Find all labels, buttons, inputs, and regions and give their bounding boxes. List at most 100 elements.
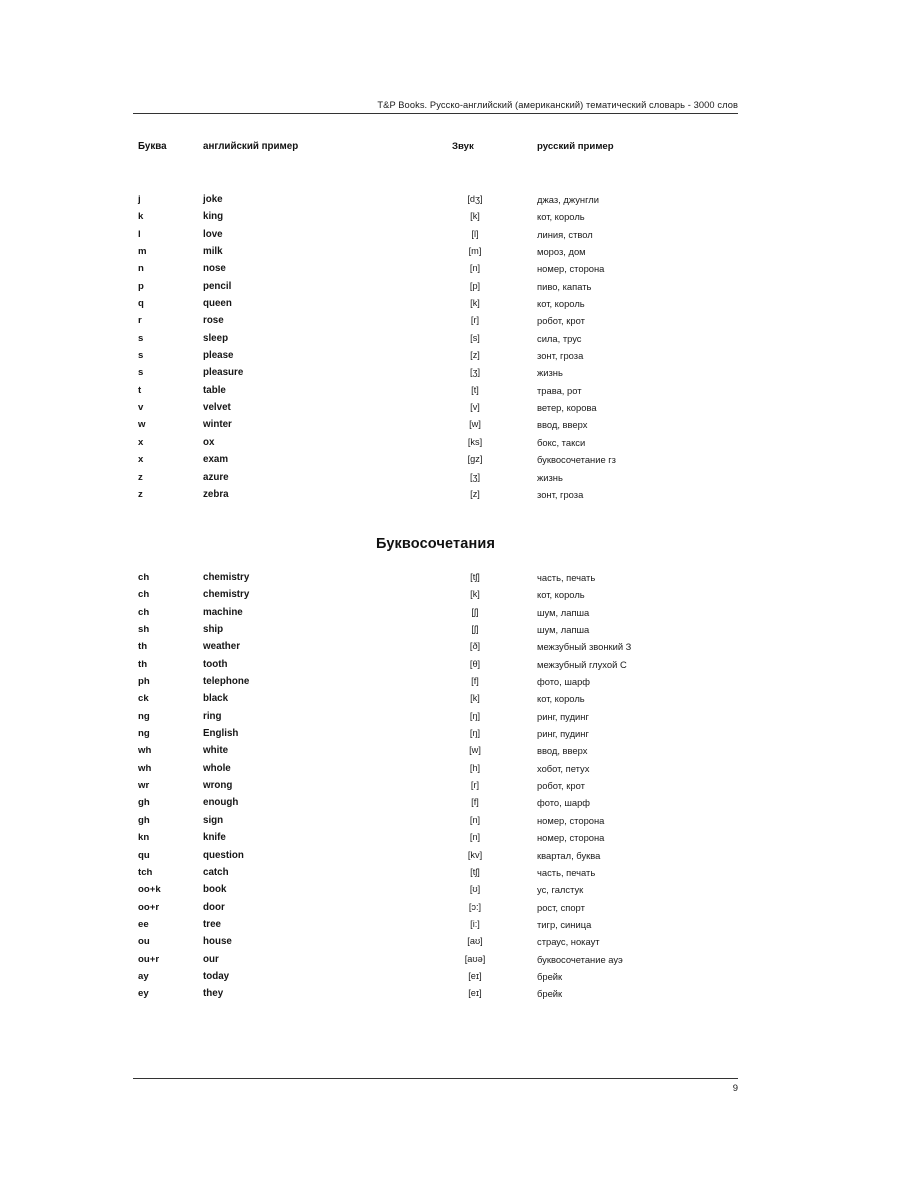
cell-letter: m [138, 246, 147, 258]
cell-sound: [f] [471, 676, 479, 687]
cell-sound: [θ] [469, 658, 481, 669]
cell-example: black [203, 693, 229, 705]
cell-example: sign [203, 814, 224, 826]
cell-russian: шум, лапша [537, 606, 590, 618]
table-row: ck black [k] кот, король [133, 693, 738, 710]
cell-russian: буквосочетание ауэ [537, 953, 623, 965]
cell-letter: ch [138, 572, 150, 583]
cell-letter: wh [138, 745, 152, 757]
cell-letter: ou [138, 936, 150, 948]
cell-russian: страус, нокаут [537, 936, 600, 948]
cell-example: chemistry [203, 572, 250, 583]
cell-russian: квартал, буква [537, 849, 601, 861]
cell-example: telephone [203, 676, 250, 688]
combinations-table: ch chemistry [tʃ] часть, печать ch chemistry [… [133, 572, 738, 1006]
cell-letter: th [138, 658, 148, 670]
cell-russian: кот, король [537, 693, 585, 705]
page-footer: 9 [133, 1078, 738, 1094]
column-header-example: английский пример [203, 141, 299, 152]
cell-letter: ph [138, 676, 150, 688]
cell-letter: x [138, 436, 144, 448]
table-row: x ox [ks] бокс, такси [133, 437, 738, 454]
cell-letter: s [138, 332, 144, 344]
cell-example: chemistry [203, 589, 250, 601]
cell-russian: межзубный глухой С [537, 658, 627, 670]
cell-russian: фото, шарф [537, 797, 590, 809]
table-row: s pleasure [ʒ] жизнь [133, 367, 738, 384]
cell-example: house [203, 936, 232, 948]
cell-russian: часть, печать [537, 572, 596, 583]
cell-sound: [aʊ] [467, 936, 483, 947]
cell-russian: буквосочетание гз [537, 454, 616, 466]
table-row: ay today [eɪ] брейк [133, 971, 738, 988]
cell-russian: кот, король [537, 298, 585, 310]
cell-example: pencil [203, 280, 232, 292]
table-row: kn knife [n] номер, сторона [133, 832, 738, 849]
table-row: th weather [ð] межзубный звонкий З [133, 641, 738, 658]
cell-sound: [ks] [467, 436, 483, 447]
table-row: r rose [r] робот, крот [133, 315, 738, 332]
cell-sound: [ð] [469, 641, 481, 652]
table-row: x exam [gz] буквосочетание гз [133, 454, 738, 471]
cell-sound: [f] [471, 797, 479, 808]
cell-sound: [t] [471, 384, 479, 395]
cell-letter: ay [138, 970, 149, 982]
table-row: ng English [ŋ] ринг, пудинг [133, 728, 738, 745]
cell-russian: ввод, вверх [537, 745, 588, 757]
cell-russian: тигр, синица [537, 918, 592, 930]
cell-sound: [s] [470, 332, 480, 343]
cell-letter: p [138, 280, 144, 292]
table-row: tch catch [tʃ] часть, печать [133, 867, 738, 884]
cell-letter: wh [138, 762, 152, 774]
cell-russian: робот, крот [537, 315, 585, 327]
table-row: sh ship [ʃ] шум, лапша [133, 624, 738, 641]
cell-example: winter [203, 419, 232, 431]
table-row: ch chemistry [k] кот, король [133, 589, 738, 606]
table-row: ou house [aʊ] страус, нокаут [133, 936, 738, 953]
cell-letter: gh [138, 814, 150, 826]
cell-sound: [tʃ] [470, 572, 480, 582]
cell-sound: [kv] [467, 849, 483, 860]
table-row: ch chemistry [tʃ] часть, печать [133, 572, 738, 589]
cell-russian: пиво, капать [537, 280, 592, 292]
cell-russian: робот, крот [537, 780, 585, 792]
cell-russian: хобот, петух [537, 762, 590, 774]
cell-russian: номер, сторона [537, 832, 605, 844]
cell-letter: wr [138, 780, 150, 792]
table-row: j joke [dʒ] джаз, джунгли [133, 194, 738, 211]
table-row: oo+k book [ʊ] ус, галстук [133, 884, 738, 901]
cell-letter: qu [138, 849, 150, 861]
cell-example: rose [203, 315, 224, 327]
cell-example: table [203, 384, 226, 396]
header-rule [133, 113, 738, 114]
table-row: ch machine [ʃ] шум, лапша [133, 607, 738, 624]
cell-example: enough [203, 797, 239, 809]
table-row: ey they [eɪ] брейк [133, 988, 738, 1005]
cell-russian: часть, печать [537, 866, 596, 878]
cell-russian: жизнь [537, 471, 563, 483]
cell-example: tree [203, 918, 221, 930]
cell-example: door [203, 901, 225, 913]
cell-example: knife [203, 832, 226, 844]
cell-example: milk [203, 246, 223, 258]
cell-sound: [ʃ] [471, 606, 479, 617]
cell-letter: z [138, 488, 143, 500]
cell-russian: бокс, такси [537, 436, 586, 448]
table-row: l love [l] линия, ствол [133, 229, 738, 246]
cell-sound: [k] [470, 298, 480, 309]
cell-letter: q [138, 298, 144, 310]
cell-example: please [203, 350, 234, 362]
cell-sound: [dʒ] [467, 194, 483, 204]
cell-russian: линия, ствол [537, 228, 593, 240]
cell-example: velvet [203, 402, 231, 414]
section-heading: Буквосочетания [375, 536, 496, 552]
table-row: qu question [kv] квартал, буква [133, 850, 738, 867]
cell-letter: ng [138, 728, 150, 740]
cell-example: our [203, 953, 219, 965]
cell-example: sleep [203, 332, 229, 344]
cell-russian: зонт, гроза [537, 350, 584, 362]
cell-russian: брейк [537, 988, 563, 1000]
cell-letter: ey [138, 988, 149, 1000]
table-row: ph telephone [f] фото, шарф [133, 676, 738, 693]
